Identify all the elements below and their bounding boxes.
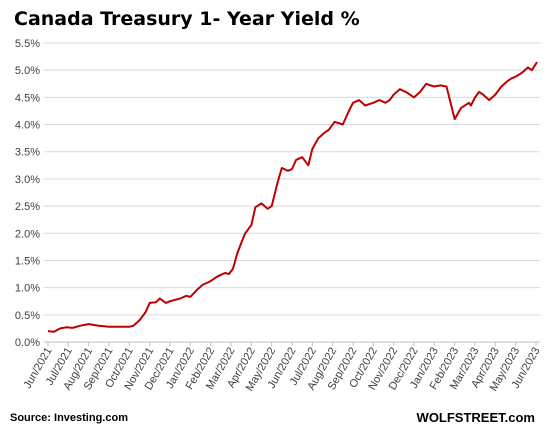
- y-tick-label: 5.0%: [15, 65, 40, 77]
- y-tick-label: 2.5%: [15, 201, 40, 213]
- y-tick-label: 1.0%: [15, 283, 40, 295]
- x-axis-tick-labels: Jun/2021Jul/2021Aug/2021Sep/2021Oct/2021…: [22, 346, 543, 394]
- y-tick-label: 5.5%: [15, 38, 40, 50]
- y-tick-label: 3.5%: [15, 147, 40, 159]
- y-tick-label: 0.5%: [15, 310, 40, 322]
- y-tick-label: 0.0%: [15, 337, 40, 349]
- y-tick-label: 4.5%: [15, 92, 40, 104]
- source-note: Source: Investing.com: [10, 412, 128, 424]
- y-tick-label: 2.0%: [15, 228, 40, 240]
- chart-title: Canada Treasury 1- Year Yield %: [14, 8, 360, 30]
- series-line: [47, 61, 538, 333]
- brand-watermark: WOLFSTREET.com: [416, 410, 535, 425]
- gridlines: [44, 42, 540, 316]
- series-layer: [47, 61, 538, 333]
- y-tick-label: 4.0%: [15, 120, 40, 132]
- y-axis-tick-labels: 0.0% 0.5% 1.0% 1.5% 2.0% 2.5% 3.0% 3.5% 4.0% 4.5%…: [15, 38, 40, 349]
- x-axis: [44, 341, 540, 346]
- y-tick-label: 1.5%: [15, 255, 40, 267]
- y-tick-label: 3.0%: [15, 174, 40, 186]
